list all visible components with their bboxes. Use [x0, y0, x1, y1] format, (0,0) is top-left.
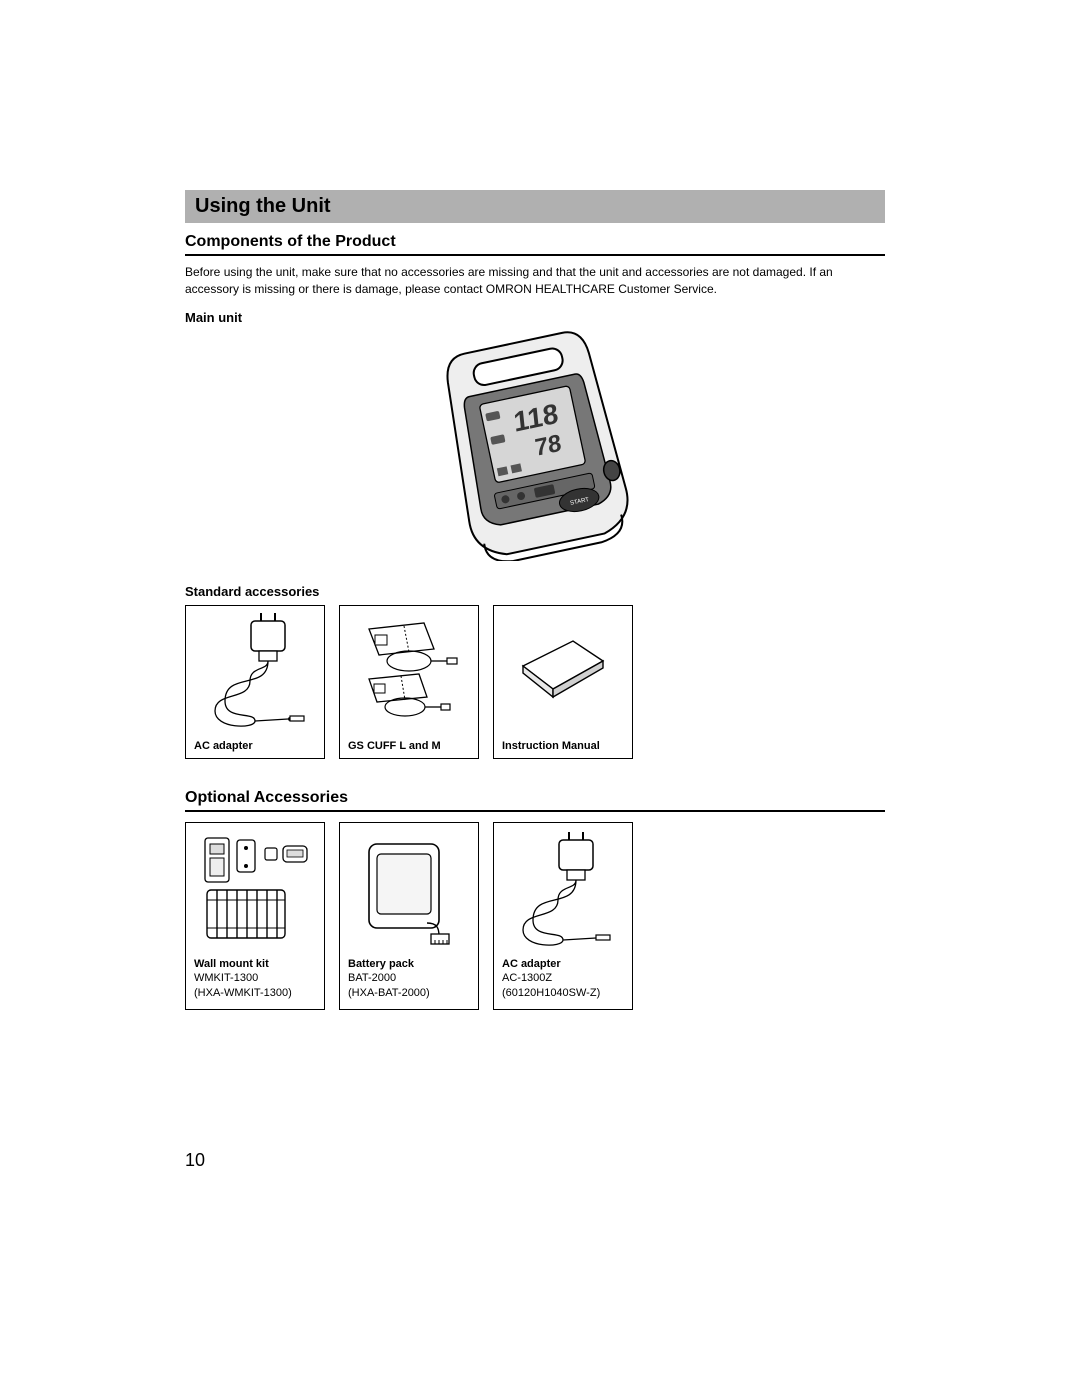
cuff-icon — [340, 606, 478, 736]
optional-text: Wall mount kit WMKIT-1300 (HXA-WMKIT-130… — [186, 953, 324, 1010]
optional-card: AC adapter AC-1300Z (60120H1040SW-Z) — [493, 822, 633, 1011]
optional-name: Battery pack — [348, 957, 470, 972]
optional-name: AC adapter — [502, 957, 624, 972]
main-unit-label: Main unit — [185, 310, 885, 325]
wall-mount-kit-icon — [186, 823, 324, 953]
page-number: 10 — [185, 1150, 205, 1171]
optional-card: Battery pack BAT-2000 (HXA-BAT-2000) — [339, 822, 479, 1011]
manual-icon — [494, 606, 632, 736]
optional-model: BAT-2000 — [348, 971, 470, 986]
components-title: Components of the Product — [185, 233, 885, 256]
blood-pressure-monitor-icon: 118 78 START — [420, 331, 650, 561]
section-header: Using the Unit — [185, 190, 885, 223]
page-content: Using the Unit Components of the Product… — [185, 190, 885, 1010]
main-unit-figure: 118 78 START — [185, 331, 885, 566]
optional-alt: (HXA-WMKIT-1300) — [194, 986, 316, 1001]
ac-adapter-icon — [186, 606, 324, 736]
optional-alt: (HXA-BAT-2000) — [348, 986, 470, 1001]
optional-card: Wall mount kit WMKIT-1300 (HXA-WMKIT-130… — [185, 822, 325, 1011]
optional-alt: (60120H1040SW-Z) — [502, 986, 624, 1001]
optional-text: AC adapter AC-1300Z (60120H1040SW-Z) — [494, 953, 632, 1010]
optional-title: Optional Accessories — [185, 789, 885, 812]
battery-pack-icon — [340, 823, 478, 953]
accessory-label: Instruction Manual — [494, 736, 632, 758]
standard-accessories-label: Standard accessories — [185, 584, 885, 599]
optional-name: Wall mount kit — [194, 957, 316, 972]
standard-accessories-row: AC adapter — [185, 605, 885, 759]
accessory-card: AC adapter — [185, 605, 325, 759]
optional-model: AC-1300Z — [502, 971, 624, 986]
optional-model: WMKIT-1300 — [194, 971, 316, 986]
accessory-label: AC adapter — [186, 736, 324, 758]
accessory-label: GS CUFF L and M — [340, 736, 478, 758]
svg-text:78: 78 — [534, 429, 563, 461]
ac-adapter-icon — [494, 823, 632, 953]
intro-text: Before using the unit, make sure that no… — [185, 264, 885, 298]
optional-text: Battery pack BAT-2000 (HXA-BAT-2000) — [340, 953, 478, 1010]
accessory-card: GS CUFF L and M — [339, 605, 479, 759]
accessory-card: Instruction Manual — [493, 605, 633, 759]
optional-accessories-row: Wall mount kit WMKIT-1300 (HXA-WMKIT-130… — [185, 822, 885, 1011]
